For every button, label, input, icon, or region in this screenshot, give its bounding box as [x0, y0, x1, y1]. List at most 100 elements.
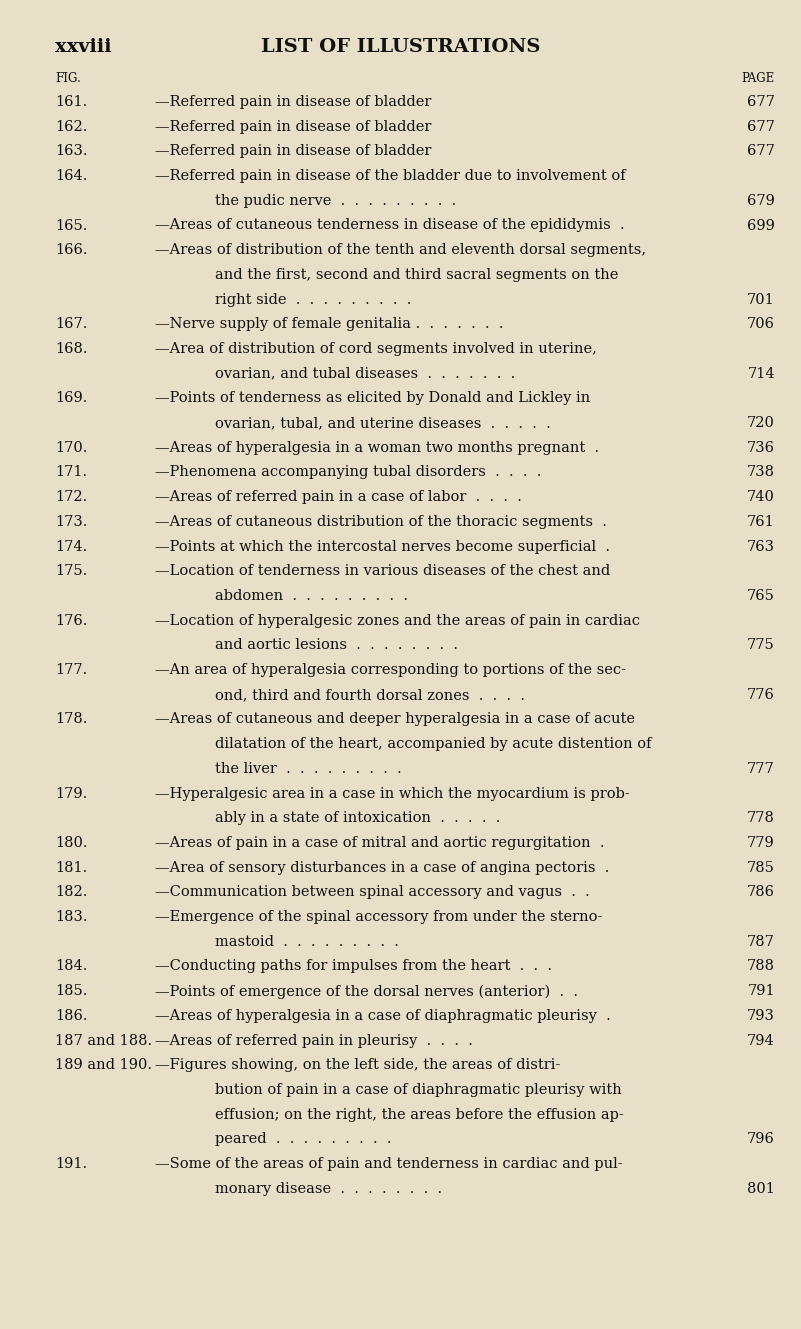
Text: right side  .  .  .  .  .  .  .  .  .: right side . . . . . . . . . — [215, 292, 416, 307]
Text: peared  .  .  .  .  .  .  .  .  .: peared . . . . . . . . . — [215, 1132, 396, 1147]
Text: 185.: 185. — [55, 985, 87, 998]
Text: 677: 677 — [747, 94, 775, 109]
Text: 775: 775 — [747, 638, 775, 653]
Text: effusion; on the right, the areas before the effusion ap-: effusion; on the right, the areas before… — [215, 1107, 624, 1122]
Text: 170.: 170. — [55, 441, 87, 455]
Text: —Areas of pain in a case of mitral and aortic regurgitation  .: —Areas of pain in a case of mitral and a… — [155, 836, 609, 851]
Text: 173.: 173. — [55, 514, 87, 529]
Text: 786: 786 — [747, 885, 775, 900]
Text: —Points of tenderness as elicited by Donald and Lickley in: —Points of tenderness as elicited by Don… — [155, 392, 590, 405]
Text: —Areas of cutaneous tenderness in disease of the epididymis  .: —Areas of cutaneous tenderness in diseas… — [155, 218, 630, 233]
Text: —Some of the areas of pain and tenderness in cardiac and pul-: —Some of the areas of pain and tendernes… — [155, 1158, 622, 1171]
Text: 714: 714 — [747, 367, 775, 380]
Text: 761: 761 — [747, 514, 775, 529]
Text: 162.: 162. — [55, 120, 87, 134]
Text: PAGE: PAGE — [742, 72, 775, 85]
Text: 791: 791 — [747, 985, 775, 998]
Text: and the first, second and third sacral segments on the: and the first, second and third sacral s… — [215, 268, 618, 282]
Text: 738: 738 — [747, 465, 775, 480]
Text: 787: 787 — [747, 934, 775, 949]
Text: —Points at which the intercostal nerves become superficial  .: —Points at which the intercostal nerves … — [155, 540, 614, 554]
Text: —Area of sensory disturbances in a case of angina pectoris  .: —Area of sensory disturbances in a case … — [155, 861, 614, 874]
Text: 191.: 191. — [55, 1158, 87, 1171]
Text: 765: 765 — [747, 589, 775, 603]
Text: —Area of distribution of cord segments involved in uterine,: —Area of distribution of cord segments i… — [155, 342, 597, 356]
Text: —Referred pain in disease of bladder: —Referred pain in disease of bladder — [155, 145, 432, 158]
Text: 167.: 167. — [55, 318, 87, 331]
Text: —Referred pain in disease of the bladder due to involvement of: —Referred pain in disease of the bladder… — [155, 169, 626, 183]
Text: mastoid  .  .  .  .  .  .  .  .  .: mastoid . . . . . . . . . — [215, 934, 404, 949]
Text: 181.: 181. — [55, 861, 87, 874]
Text: ovarian, tubal, and uterine diseases  .  .  .  .  .: ovarian, tubal, and uterine diseases . .… — [215, 416, 555, 431]
Text: —An area of hyperalgesia corresponding to portions of the sec-: —An area of hyperalgesia corresponding t… — [155, 663, 626, 676]
Text: and aortic lesions  .  .  .  .  .  .  .  .: and aortic lesions . . . . . . . . — [215, 638, 463, 653]
Text: 178.: 178. — [55, 712, 87, 727]
Text: 720: 720 — [747, 416, 775, 431]
Text: 794: 794 — [747, 1034, 775, 1047]
Text: 740: 740 — [747, 490, 775, 504]
Text: 164.: 164. — [55, 169, 87, 183]
Text: 777: 777 — [747, 762, 775, 776]
Text: 176.: 176. — [55, 614, 87, 627]
Text: 166.: 166. — [55, 243, 87, 258]
Text: 172.: 172. — [55, 490, 87, 504]
Text: ond, third and fourth dorsal zones  .  .  .  .: ond, third and fourth dorsal zones . . .… — [215, 688, 529, 702]
Text: 785: 785 — [747, 861, 775, 874]
Text: —Location of tenderness in various diseases of the chest and: —Location of tenderness in various disea… — [155, 565, 610, 578]
Text: —Areas of hyperalgesia in a woman two months pregnant  .: —Areas of hyperalgesia in a woman two mo… — [155, 441, 604, 455]
Text: 183.: 183. — [55, 910, 87, 924]
Text: 169.: 169. — [55, 392, 87, 405]
Text: 161.: 161. — [55, 94, 87, 109]
Text: 174.: 174. — [55, 540, 87, 554]
Text: 776: 776 — [747, 688, 775, 702]
Text: —Referred pain in disease of bladder: —Referred pain in disease of bladder — [155, 120, 432, 134]
Text: xxviii: xxviii — [55, 39, 111, 56]
Text: 179.: 179. — [55, 787, 87, 800]
Text: 699: 699 — [747, 218, 775, 233]
Text: —Areas of hyperalgesia in a case of diaphragmatic pleurisy  .: —Areas of hyperalgesia in a case of diap… — [155, 1009, 615, 1023]
Text: —Conducting paths for impulses from the heart  .  .  .: —Conducting paths for impulses from the … — [155, 960, 557, 974]
Text: 184.: 184. — [55, 960, 87, 974]
Text: —Figures showing, on the left side, the areas of distri-: —Figures showing, on the left side, the … — [155, 1058, 561, 1073]
Text: 736: 736 — [747, 441, 775, 455]
Text: 701: 701 — [747, 292, 775, 307]
Text: 187 and 188.: 187 and 188. — [55, 1034, 152, 1047]
Text: 171.: 171. — [55, 465, 87, 480]
Text: 165.: 165. — [55, 218, 87, 233]
Text: —Referred pain in disease of bladder: —Referred pain in disease of bladder — [155, 94, 432, 109]
Text: FIG.: FIG. — [55, 72, 81, 85]
Text: —Points of emergence of the dorsal nerves (anterior)  .  .: —Points of emergence of the dorsal nerve… — [155, 985, 582, 998]
Text: 163.: 163. — [55, 145, 87, 158]
Text: 175.: 175. — [55, 565, 87, 578]
Text: LIST OF ILLUSTRATIONS: LIST OF ILLUSTRATIONS — [261, 39, 540, 56]
Text: —Location of hyperalgesic zones and the areas of pain in cardiac: —Location of hyperalgesic zones and the … — [155, 614, 640, 627]
Text: —Hyperalgesic area in a case in which the myocardium is prob-: —Hyperalgesic area in a case in which th… — [155, 787, 630, 800]
Text: —Nerve supply of female genitalia .  .  .  .  .  .  .: —Nerve supply of female genitalia . . . … — [155, 318, 508, 331]
Text: 801: 801 — [747, 1181, 775, 1196]
Text: 189 and 190.: 189 and 190. — [55, 1058, 152, 1073]
Text: bution of pain in a case of diaphragmatic pleurisy with: bution of pain in a case of diaphragmati… — [215, 1083, 622, 1096]
Text: 177.: 177. — [55, 663, 87, 676]
Text: 180.: 180. — [55, 836, 87, 851]
Text: 182.: 182. — [55, 885, 87, 900]
Text: 779: 779 — [747, 836, 775, 851]
Text: the pudic nerve  .  .  .  .  .  .  .  .  .: the pudic nerve . . . . . . . . . — [215, 194, 461, 207]
Text: ovarian, and tubal diseases  .  .  .  .  .  .  .: ovarian, and tubal diseases . . . . . . … — [215, 367, 520, 380]
Text: —Emergence of the spinal accessory from under the sterno-: —Emergence of the spinal accessory from … — [155, 910, 602, 924]
Text: —Areas of cutaneous distribution of the thoracic segments  .: —Areas of cutaneous distribution of the … — [155, 514, 611, 529]
Text: the liver  .  .  .  .  .  .  .  .  .: the liver . . . . . . . . . — [215, 762, 406, 776]
Text: 788: 788 — [747, 960, 775, 974]
Text: —Areas of distribution of the tenth and eleventh dorsal segments,: —Areas of distribution of the tenth and … — [155, 243, 646, 258]
Text: abdomen  .  .  .  .  .  .  .  .  .: abdomen . . . . . . . . . — [215, 589, 413, 603]
Text: —Communication between spinal accessory and vagus  .  .: —Communication between spinal accessory … — [155, 885, 594, 900]
Text: dilatation of the heart, accompanied by acute distention of: dilatation of the heart, accompanied by … — [215, 738, 651, 751]
Text: —Areas of referred pain in a case of labor  .  .  .  .: —Areas of referred pain in a case of lab… — [155, 490, 526, 504]
Text: 778: 778 — [747, 811, 775, 825]
Text: 679: 679 — [747, 194, 775, 207]
Text: 796: 796 — [747, 1132, 775, 1147]
Text: 763: 763 — [747, 540, 775, 554]
Text: 706: 706 — [747, 318, 775, 331]
Text: 186.: 186. — [55, 1009, 87, 1023]
Text: 793: 793 — [747, 1009, 775, 1023]
Text: —Phenomena accompanying tubal disorders  .  .  .  .: —Phenomena accompanying tubal disorders … — [155, 465, 546, 480]
